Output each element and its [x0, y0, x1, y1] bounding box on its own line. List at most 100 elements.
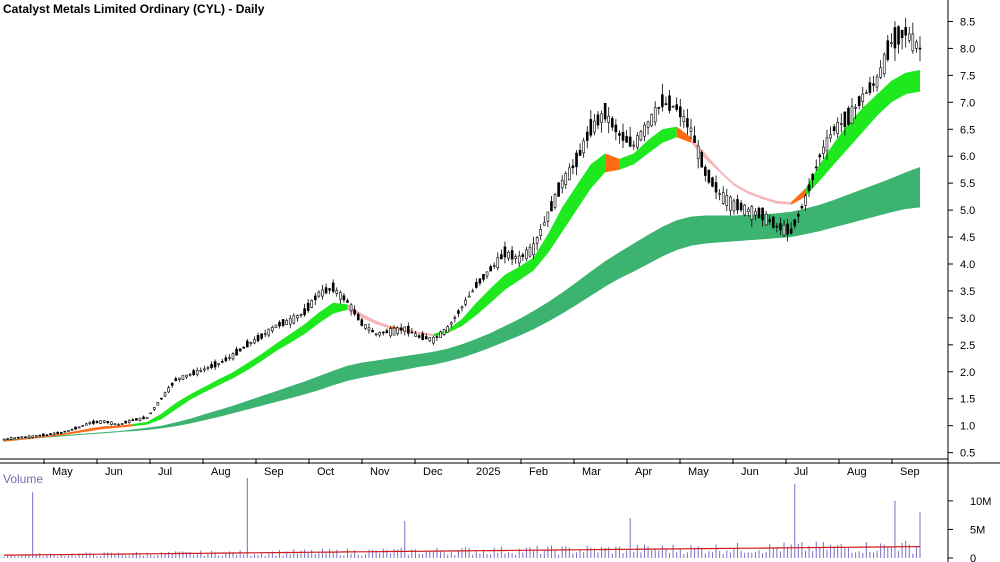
candle-body: [213, 361, 217, 368]
candle-body: [475, 281, 478, 288]
candle-body: [546, 211, 550, 222]
price-tick-label: 2.0: [960, 367, 975, 379]
candle-body: [220, 360, 224, 363]
candle-body: [299, 314, 303, 316]
candle-body: [775, 225, 779, 228]
candle-body: [575, 152, 578, 168]
time-tick-label: Oct: [317, 466, 334, 478]
candle-body: [686, 118, 689, 128]
candle-body: [138, 417, 142, 421]
candle-body: [374, 333, 378, 336]
time-tick-label: Nov: [370, 466, 390, 478]
candle-body: [435, 336, 439, 338]
candle-body: [324, 287, 328, 294]
candle-body: [900, 30, 904, 39]
slow-ma-band: [4, 167, 920, 441]
candle-body: [317, 291, 321, 297]
candle-body: [632, 144, 636, 147]
candle-body: [829, 134, 832, 139]
candle-body: [278, 322, 281, 327]
candle-body: [718, 193, 721, 195]
price-tick-label: 8.0: [960, 43, 975, 55]
candle-body: [568, 167, 571, 181]
price-tick-label: 6.0: [960, 151, 975, 163]
candle-body: [457, 310, 460, 314]
candle-body: [478, 278, 482, 284]
candle-body: [578, 149, 582, 156]
candle-body: [643, 124, 646, 137]
candle-body: [88, 422, 92, 425]
candle-body: [460, 306, 464, 309]
candle-body: [99, 420, 102, 424]
candle-body: [743, 204, 746, 216]
candle-body: [217, 363, 220, 365]
candle-body: [339, 292, 342, 300]
candle-body: [482, 274, 485, 280]
time-tick-label: Jul: [794, 466, 808, 478]
candle-body: [525, 249, 528, 260]
candle-body: [195, 369, 199, 375]
candle-body: [389, 328, 392, 337]
candle-body: [596, 114, 600, 126]
time-tick-label: Mar: [582, 466, 601, 478]
price-tick-label: 4.0: [960, 259, 975, 271]
candle-body: [246, 340, 249, 348]
candle-body: [804, 195, 807, 206]
candle-body: [886, 40, 890, 60]
candle-body: [342, 295, 346, 301]
price-pane: [2, 17, 922, 442]
candle-body: [267, 328, 271, 336]
time-tick-label: Sep: [900, 466, 920, 478]
price-tick-label: 7.5: [960, 70, 975, 82]
candle-body: [636, 135, 639, 148]
candle-body: [918, 47, 922, 50]
candle-body: [653, 107, 657, 123]
candle-body: [249, 341, 253, 345]
candle-body: [668, 95, 671, 111]
candle-body: [303, 308, 306, 316]
candle-body: [396, 327, 399, 335]
fast-ma-band-segment-2: [347, 304, 391, 329]
candle-body: [510, 250, 514, 260]
candle-body: [911, 33, 915, 52]
candle-body: [736, 199, 739, 211]
candle-body: [52, 432, 56, 436]
candle-body: [768, 219, 772, 222]
candle-body: [489, 266, 492, 272]
candle-body: [754, 211, 757, 216]
candle-body: [20, 436, 24, 439]
candle-body: [585, 131, 589, 141]
candle-body: [446, 326, 449, 333]
candle-body: [625, 135, 628, 143]
fast-ma-band-segment-11: [805, 70, 920, 197]
price-tick-label: 5.0: [960, 205, 975, 217]
candle-body: [206, 367, 210, 369]
candle-body: [410, 331, 414, 334]
candle-body: [779, 223, 782, 231]
time-tick-label: Jun: [105, 466, 123, 478]
time-tick-label: Aug: [847, 466, 867, 478]
candle-body: [77, 426, 81, 429]
time-tick-label: May: [688, 466, 709, 478]
candle-body: [135, 418, 138, 421]
candle-body: [503, 246, 507, 258]
candle-body: [875, 76, 879, 88]
price-tick-label: 2.5: [960, 340, 975, 352]
fast-ma-band-segment-1: [132, 302, 348, 427]
candle-body: [682, 116, 686, 122]
candle-body: [535, 237, 539, 244]
candle-body: [514, 256, 517, 259]
candle-body: [152, 407, 156, 410]
candle-body: [210, 364, 213, 368]
candle-body: [92, 420, 95, 424]
time-tick-label: Dec: [423, 466, 443, 478]
price-tick-label: 0.5: [960, 448, 975, 460]
candle-body: [360, 319, 364, 326]
candle-body: [131, 419, 135, 422]
candle-body: [188, 373, 192, 376]
candle-body: [67, 430, 70, 432]
candle-body: [807, 184, 811, 192]
candle-body: [335, 290, 339, 294]
candle-body: [639, 131, 643, 141]
